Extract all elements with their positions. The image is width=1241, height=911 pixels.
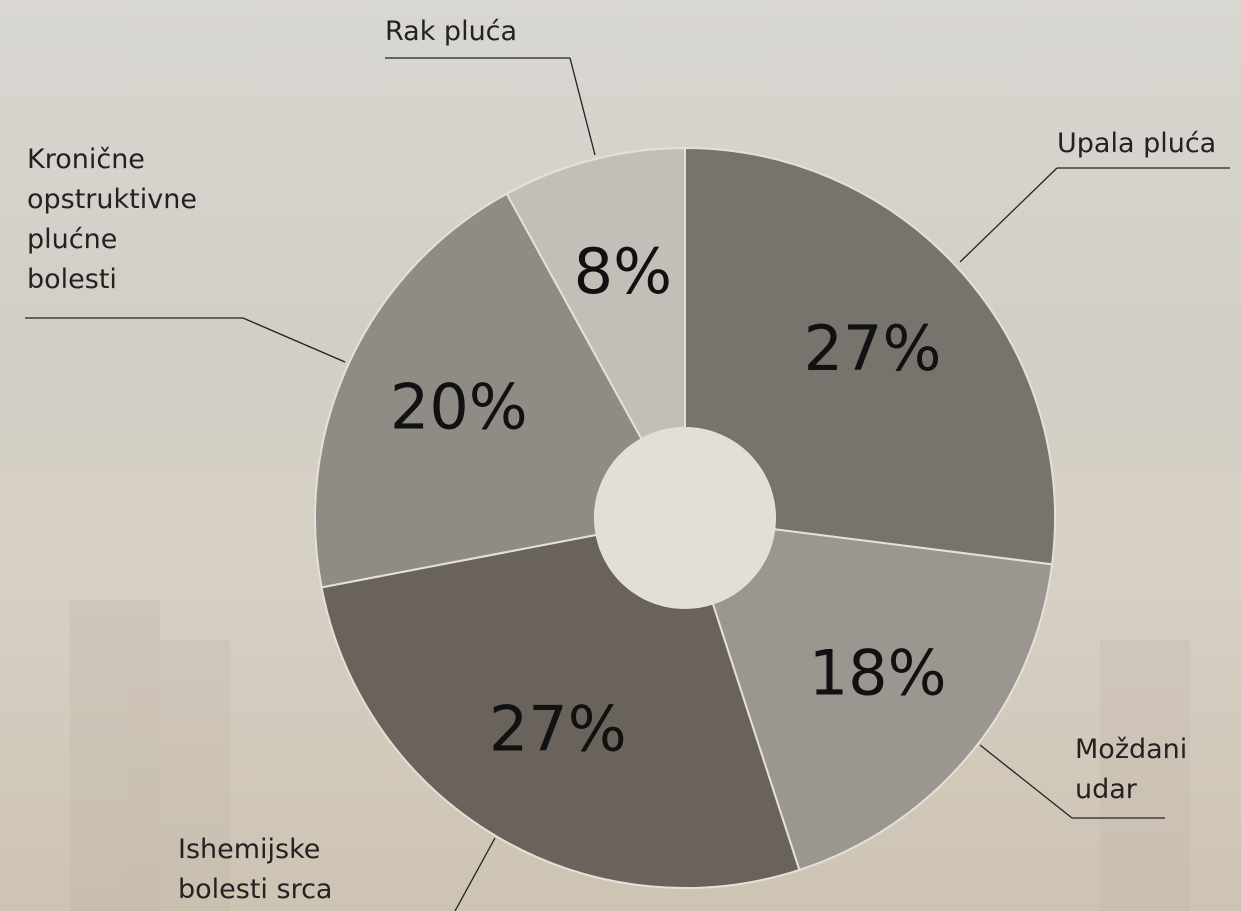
donut-slice	[711, 528, 1054, 872]
value-label: 27%	[489, 692, 627, 765]
value-label: 8%	[574, 235, 672, 308]
category-label: Ishemijske bolesti srca	[178, 834, 333, 905]
donut-slice	[684, 146, 1056, 566]
donut-slice	[505, 146, 686, 441]
haze	[70, 600, 1190, 911]
donut-slice	[320, 533, 801, 889]
leader-line	[454, 837, 496, 911]
category-label: Rak pluća	[385, 16, 518, 47]
donut-hole	[596, 429, 774, 607]
leader-line	[242, 317, 346, 363]
category-label: Kronične opstruktivne plućne bolesti	[27, 144, 197, 295]
category-label: Upala pluća	[1057, 128, 1217, 159]
value-label: 20%	[390, 371, 528, 444]
value-label: 18%	[809, 636, 947, 709]
leader-line	[959, 167, 1058, 263]
leader-line	[979, 744, 1073, 819]
value-label: 27%	[804, 312, 942, 385]
leader-line	[569, 57, 596, 156]
category-label: Moždani udar	[1075, 734, 1188, 805]
